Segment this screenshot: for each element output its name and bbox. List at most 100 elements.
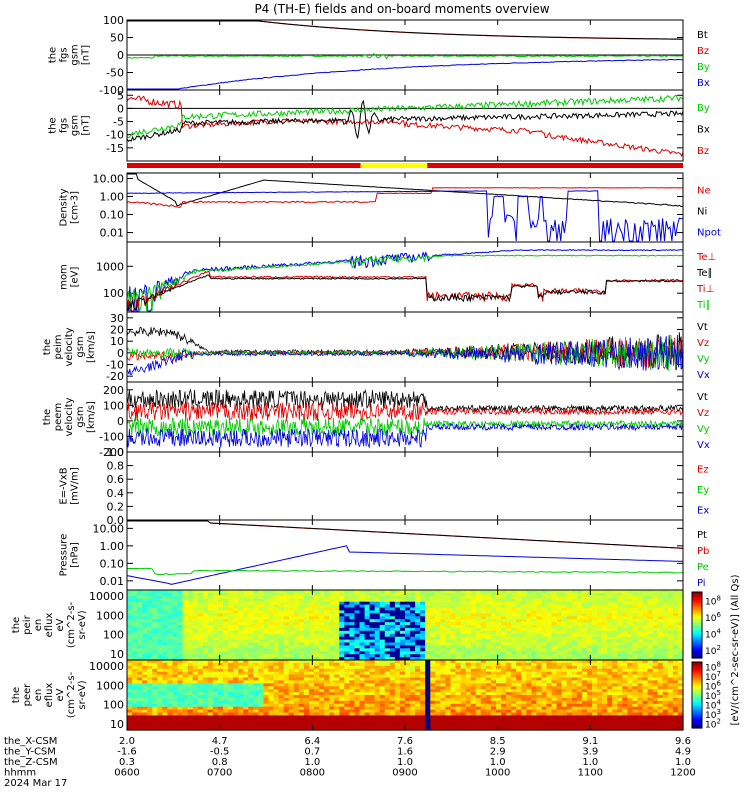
heatmap-cell [440,625,447,629]
heatmap-cell [263,724,270,728]
heatmap-cell [394,703,401,708]
heatmap-cell [218,592,224,597]
heatmap-cell [551,657,558,661]
heatmap-cell [147,648,153,652]
heatmap-cell [546,627,553,632]
heatmap-cell [394,668,401,673]
heatmap-cell [657,639,664,644]
heatmap-cell [137,680,143,684]
heatmap-cell [379,668,386,673]
heatmap-cell [374,607,381,611]
heatmap-cell [435,668,441,673]
heatmap-cell [425,706,431,711]
heatmap-cell [369,613,376,617]
heatmap-cell [470,598,477,603]
bx-series [127,58,683,90]
heatmap-cell [394,686,401,690]
heatmap-cell [157,718,163,722]
heatmap-cell [339,607,345,611]
heatmap-cell [394,604,401,609]
heatmap-cell [581,625,588,629]
heatmap-cell [309,619,315,623]
heatmap-cell [293,677,300,681]
heatmap-cell [667,607,674,611]
heatmap-cell [561,613,568,617]
heatmap-cell [425,695,431,699]
heatmap-cell [218,715,224,719]
heatmap-cell [182,697,189,702]
heatmap-cell [258,590,265,594]
heatmap-cell [303,595,310,600]
heatmap-cell [637,598,644,603]
heatmap-cell [526,692,532,696]
heatmap-cell [399,683,406,687]
heatmap-cell [571,613,578,617]
heatmap-cell [440,718,447,722]
heatmap-cell [480,724,487,728]
heatmap-cell [167,613,174,617]
heatmap-cell [127,686,133,690]
heatmap-cell [410,654,416,658]
heatmap-cell [460,727,467,731]
heatmap-cell [602,630,608,635]
heatmap-cell [405,671,411,676]
heatmap-cell [344,712,350,716]
heatmap-cell [278,721,285,725]
heatmap-cell [319,683,325,687]
heatmap-cell [167,622,174,626]
heatmap-cell [369,633,376,638]
heatmap-cell [657,627,664,632]
heatmap-cell [465,706,472,711]
heatmap-cell [440,677,447,681]
heatmap-cell [192,619,199,623]
heatmap-cell [632,648,639,652]
heatmap-cell [450,622,457,626]
legend-Ez: Ez [697,464,709,475]
heatmap-cell [319,625,325,629]
heatmap-cell [430,665,436,670]
heatmap-cell [253,662,260,667]
heatmap-cell [258,686,265,690]
heatmap-cell [470,657,477,661]
heatmap-cell [465,636,472,641]
heatmap-cell [172,703,179,708]
heatmap-cell [223,665,229,670]
heatmap-cell [531,686,538,690]
heatmap-cell [521,595,527,600]
heatmap-cell [379,695,386,699]
heatmap-cell [263,727,270,731]
heatmap-cell [531,592,538,597]
heatmap-cell [309,625,315,629]
heatmap-cell [410,692,416,696]
heatmap-cell [223,671,229,676]
heatmap-cell [293,642,300,646]
heatmap-cell [283,625,290,629]
heatmap-cell [157,700,163,705]
heatmap-cell [450,712,457,716]
heatmap-cell [511,712,517,716]
heatmap-cell [278,724,285,728]
heatmap-cell [435,683,441,687]
heatmap-cell [339,598,345,603]
heatmap-cell [364,625,371,629]
y-tick-label: 5 [117,89,124,102]
heatmap-cell [627,630,634,635]
heatmap-cell [309,633,315,638]
y-axis-label: thefgsgsm[nT] [48,44,92,65]
heatmap-cell [410,683,416,687]
heatmap-cell [187,613,194,617]
heatmap-cell [207,627,214,632]
heatmap-cell [405,654,411,658]
heatmap-cell [253,651,260,655]
heatmap-cell [258,674,265,679]
heatmap-cell [344,622,350,626]
heatmap-cell [445,727,452,731]
heatmap-cell [278,660,285,664]
heatmap-cell [248,607,254,611]
heatmap-cell [177,616,184,620]
heatmap-cell [662,604,669,609]
heatmap-cell [531,724,538,728]
heatmap-cell [319,692,325,696]
heatmap-cell [172,639,179,644]
heatmap-cell [142,718,148,722]
